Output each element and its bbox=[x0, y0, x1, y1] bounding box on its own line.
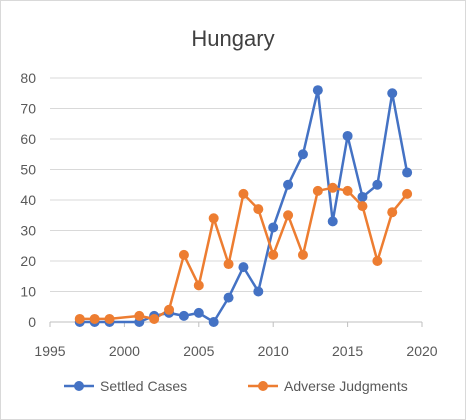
data-point-settled-cases bbox=[312, 85, 323, 96]
series-lines bbox=[79, 88, 409, 324]
data-point-settled-cases bbox=[208, 317, 219, 327]
data-point-settled-cases bbox=[223, 292, 234, 303]
legend-marker bbox=[74, 381, 84, 391]
data-point-settled-cases bbox=[342, 130, 353, 141]
data-point-adverse-judgments bbox=[223, 259, 234, 270]
y-tick-label: 30 bbox=[20, 223, 36, 239]
y-tick-label: 40 bbox=[20, 192, 36, 208]
x-tick-label: 2015 bbox=[332, 343, 363, 359]
data-point-adverse-judgments bbox=[178, 249, 189, 260]
x-tick-label: 2010 bbox=[258, 343, 289, 359]
data-point-settled-cases bbox=[193, 307, 204, 318]
y-tick-label: 10 bbox=[20, 284, 36, 300]
x-tick-label: 1995 bbox=[34, 343, 65, 359]
data-point-adverse-judgments bbox=[74, 313, 85, 324]
y-tick-label: 20 bbox=[20, 253, 36, 269]
data-point-adverse-judgments bbox=[342, 185, 353, 196]
data-point-adverse-judgments bbox=[149, 313, 160, 324]
data-point-adverse-judgments bbox=[402, 188, 413, 199]
y-tick-label: 60 bbox=[20, 131, 36, 147]
y-tick-label: 80 bbox=[20, 70, 36, 86]
data-point-adverse-judgments bbox=[268, 249, 279, 260]
x-tick-label: 2000 bbox=[109, 343, 140, 359]
data-point-settled-cases bbox=[387, 88, 398, 99]
data-point-adverse-judgments bbox=[104, 313, 115, 324]
data-point-settled-cases bbox=[372, 179, 383, 190]
data-point-adverse-judgments bbox=[89, 313, 100, 324]
data-point-adverse-judgments bbox=[238, 188, 249, 199]
data-point-settled-cases bbox=[402, 167, 413, 178]
legend: Settled Cases Adverse Judgments bbox=[64, 378, 408, 394]
data-point-adverse-judgments bbox=[312, 185, 323, 196]
x-tick-label: 2020 bbox=[406, 343, 437, 359]
data-point-adverse-judgments bbox=[327, 182, 338, 193]
legend-label: Settled Cases bbox=[100, 378, 187, 394]
series-points bbox=[74, 85, 413, 327]
legend-marker bbox=[258, 381, 268, 391]
data-point-adverse-judgments bbox=[134, 310, 145, 321]
data-point-adverse-judgments bbox=[283, 210, 294, 221]
data-point-settled-cases bbox=[253, 286, 264, 297]
data-point-adverse-judgments bbox=[387, 207, 398, 218]
data-point-settled-cases bbox=[357, 191, 368, 202]
x-tick-labels: 1995 2000 2005 2010 2015 2020 bbox=[34, 343, 437, 359]
data-point-adverse-judgments bbox=[357, 201, 368, 212]
legend-label: Adverse Judgments bbox=[284, 378, 408, 394]
data-point-adverse-judgments bbox=[253, 204, 264, 215]
data-point-adverse-judgments bbox=[193, 280, 204, 291]
data-point-adverse-judgments bbox=[297, 249, 308, 260]
data-point-settled-cases bbox=[238, 262, 249, 273]
data-point-settled-cases bbox=[297, 149, 308, 160]
data-point-settled-cases bbox=[327, 216, 338, 227]
y-tick-label: 0 bbox=[28, 314, 36, 330]
series-line-adverse-judgments bbox=[79, 186, 409, 321]
data-point-settled-cases bbox=[178, 310, 189, 321]
chart-title: Hungary bbox=[191, 26, 274, 51]
series-line-settled-cases bbox=[79, 88, 409, 324]
data-point-settled-cases bbox=[283, 179, 294, 190]
data-point-adverse-judgments bbox=[208, 213, 219, 224]
y-tick-label: 70 bbox=[20, 101, 36, 117]
y-tick-label: 50 bbox=[20, 162, 36, 178]
data-point-settled-cases bbox=[268, 222, 279, 233]
x-tick-label: 2005 bbox=[183, 343, 214, 359]
y-tick-labels: 0 10 20 30 40 50 60 70 80 bbox=[20, 70, 36, 330]
data-point-adverse-judgments bbox=[164, 304, 175, 315]
gridlines bbox=[50, 77, 422, 292]
data-point-adverse-judgments bbox=[372, 256, 383, 266]
